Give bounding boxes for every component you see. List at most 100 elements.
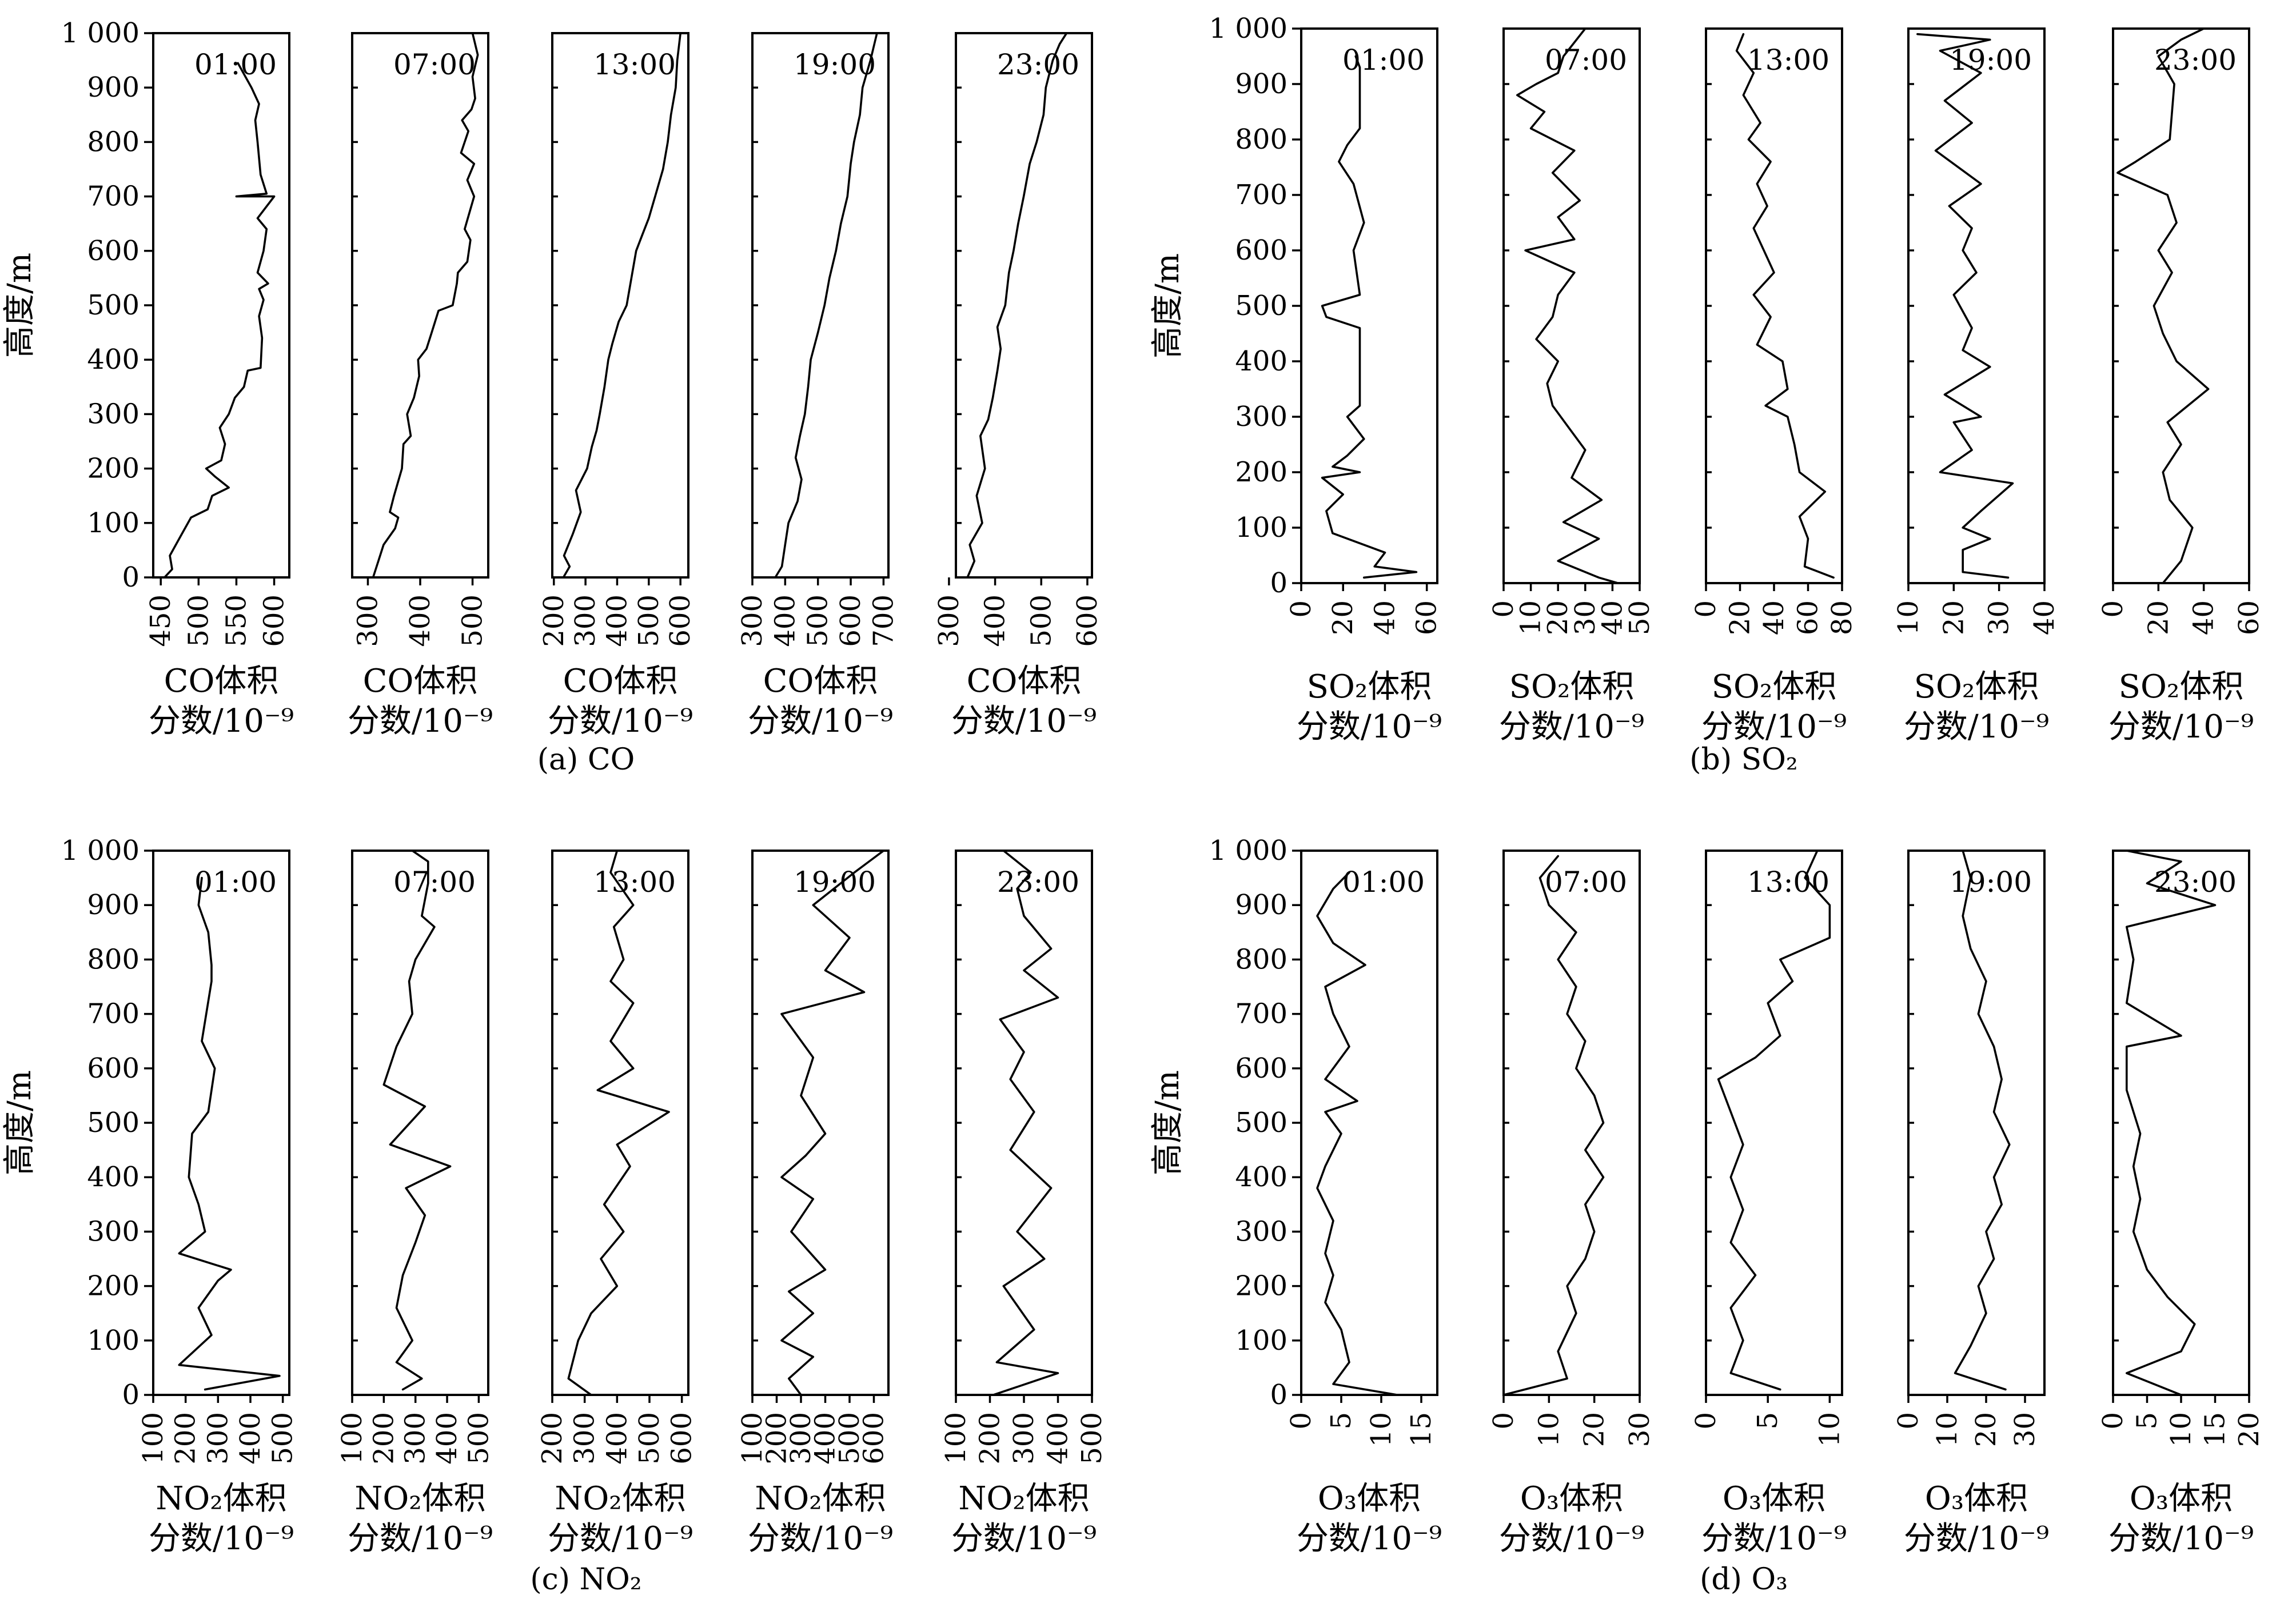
time-label: 01:00: [194, 866, 277, 899]
y-tick-label: 700: [1235, 998, 1287, 1030]
time-label: 23:00: [997, 866, 1079, 899]
x-tick-label: 80: [1826, 600, 1858, 635]
x-tick-label: 0: [1285, 1412, 1317, 1430]
profile-line: [1316, 871, 1398, 1396]
x-tick-label: 400: [1042, 1412, 1074, 1465]
time-label: 07:00: [393, 48, 476, 81]
y-tick-label: 100: [87, 507, 139, 539]
x-axis-title-line2: 分数/10⁻⁹: [2108, 708, 2254, 745]
x-tick-label: 100: [736, 1412, 768, 1465]
x-tick-label: 550: [220, 595, 252, 647]
time-label: 19:00: [794, 48, 876, 81]
y-tick-label: 400: [1235, 345, 1287, 377]
panel-frame: [2112, 850, 2250, 1396]
x-axis-title-line2: 分数/10⁻⁹: [348, 703, 493, 740]
x-axis-title-line2: 分数/10⁻⁹: [2108, 1520, 2254, 1557]
y-tick-label: 400: [1235, 1161, 1287, 1193]
x-tick-label: 500: [267, 1412, 299, 1465]
x-axis-title-line2: 分数/10⁻⁹: [1499, 708, 1644, 745]
profile-line: [1916, 33, 2014, 579]
x-tick-label: 10: [2165, 1412, 2197, 1447]
x-axis-title-line2: 分数/10⁻⁹: [748, 703, 893, 740]
panel-frame: [1502, 27, 1641, 584]
x-tick-label: 200: [538, 595, 570, 647]
x-tick-label: 500: [1076, 1412, 1108, 1465]
y-tick-label: 900: [1235, 889, 1287, 921]
panel-frame: [551, 32, 689, 579]
x-tick-label: 5: [2131, 1412, 2163, 1430]
x-tick-label: 200: [761, 1412, 793, 1465]
profile-line: [966, 32, 1068, 579]
time-label: 23:00: [997, 48, 1079, 81]
y-tick-label: 1 000: [1209, 835, 1287, 867]
time-label: 23:00: [2154, 866, 2237, 899]
x-tick-label: 100: [137, 1412, 169, 1465]
panel-frame: [551, 850, 689, 1396]
x-tick-label: 300: [785, 1412, 817, 1465]
y-tick-label: 600: [87, 235, 139, 267]
x-tick-label: 100: [336, 1412, 368, 1465]
x-tick-label: 700: [867, 595, 899, 647]
x-tick-label: 200: [536, 1412, 568, 1465]
x-tick-label: 600: [835, 595, 867, 647]
y-axis-title: 高度/m: [1, 253, 38, 358]
x-tick-label: 10: [1515, 600, 1547, 635]
profile-line: [178, 876, 281, 1391]
x-tick-label: 600: [664, 595, 696, 647]
x-tick-label: 20: [2142, 600, 2174, 635]
x-tick-label: 20: [1327, 600, 1359, 635]
x-tick-label: 600: [1071, 595, 1103, 647]
y-tick-label: 700: [87, 181, 139, 213]
x-axis-title-line2: 分数/10⁻⁹: [548, 1520, 693, 1557]
profile-line: [562, 32, 681, 579]
panel-frame: [955, 850, 1093, 1396]
y-tick-label: 800: [1235, 123, 1287, 155]
x-tick-label: 40: [1596, 600, 1628, 635]
x-tick-label: 500: [802, 595, 834, 647]
x-tick-label: 400: [234, 1412, 266, 1465]
y-tick-label: 900: [1235, 68, 1287, 100]
x-tick-label: 400: [601, 1412, 633, 1465]
x-axis-title-line1: SO₂体积: [1509, 668, 1635, 705]
profile-line: [2126, 850, 2217, 1396]
y-tick-label: 300: [87, 398, 139, 430]
x-tick-label: 15: [1405, 1412, 1437, 1447]
x-tick-label: 500: [463, 1412, 495, 1465]
time-label: 19:00: [1950, 866, 2032, 899]
y-tick-label: 0: [122, 561, 139, 593]
x-axis-title-line1: O₃体积: [1723, 1480, 1825, 1517]
x-axis-title-line1: CO体积: [563, 663, 678, 700]
x-tick-label: 600: [666, 1412, 698, 1465]
time-label: 07:00: [393, 866, 476, 899]
x-tick-label: 20: [1579, 1412, 1611, 1447]
x-tick-label: 0: [1892, 1412, 1924, 1430]
x-tick-label: 400: [979, 595, 1011, 647]
x-tick-label: 500: [834, 1412, 866, 1465]
x-tick-label: 40: [2188, 600, 2220, 635]
y-tick-label: 800: [87, 126, 139, 158]
panel-frame: [1705, 850, 1843, 1396]
x-tick-label: 400: [431, 1412, 463, 1465]
x-tick-label: 15: [2199, 1412, 2231, 1447]
profile-line: [382, 850, 452, 1391]
x-axis-title-line2: 分数/10⁻⁹: [548, 703, 693, 740]
y-tick-label: 200: [87, 453, 139, 485]
profile-line: [567, 850, 670, 1396]
x-axis-title-line2: 分数/10⁻⁹: [1904, 1520, 2049, 1557]
y-tick-label: 800: [1235, 943, 1287, 975]
x-tick-label: 20: [1542, 600, 1574, 635]
y-tick-label: 0: [1270, 1379, 1287, 1411]
x-tick-label: 0: [1690, 600, 1722, 618]
x-axis-title-line2: 分数/10⁻⁹: [1701, 1520, 1847, 1557]
x-tick-label: 20: [2233, 1412, 2265, 1447]
time-label: 23:00: [2154, 43, 2237, 77]
x-tick-label: 300: [400, 1412, 432, 1465]
